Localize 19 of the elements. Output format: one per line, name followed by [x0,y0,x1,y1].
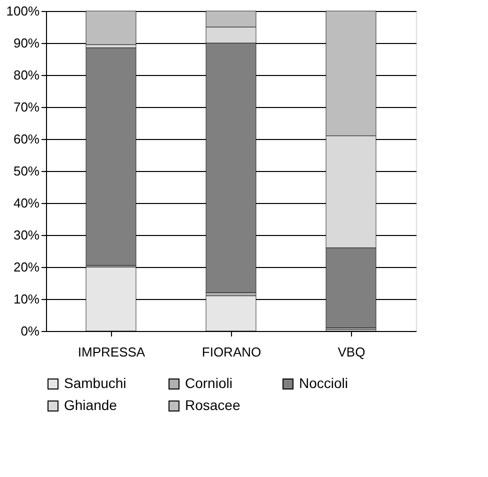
legend-label: Ghiande [64,397,118,413]
y-tick-label: 10% [13,292,40,306]
y-tick-label: 100% [6,4,40,18]
legend-label: Cornioli [185,375,232,391]
x-tick-label: FIORANO [202,344,262,360]
y-tick-label: 30% [13,228,40,242]
x-tick-label: VBQ [338,344,366,360]
legend-label: Noccioli [299,375,348,391]
legend-label: Sambuchi [64,375,126,391]
y-tick-label: 90% [13,36,40,50]
y-tick-label: 20% [13,260,40,274]
y-tick-label: 40% [13,196,40,210]
y-tick-label: 70% [13,100,40,114]
legend-label: Rosacee [185,397,240,413]
y-tick-label: 60% [13,132,40,146]
y-tick-label: 50% [13,164,40,178]
x-tick-label: IMPRESSA [78,344,146,360]
y-tick-label: 0% [20,324,40,338]
y-tick-label: 80% [13,68,40,82]
